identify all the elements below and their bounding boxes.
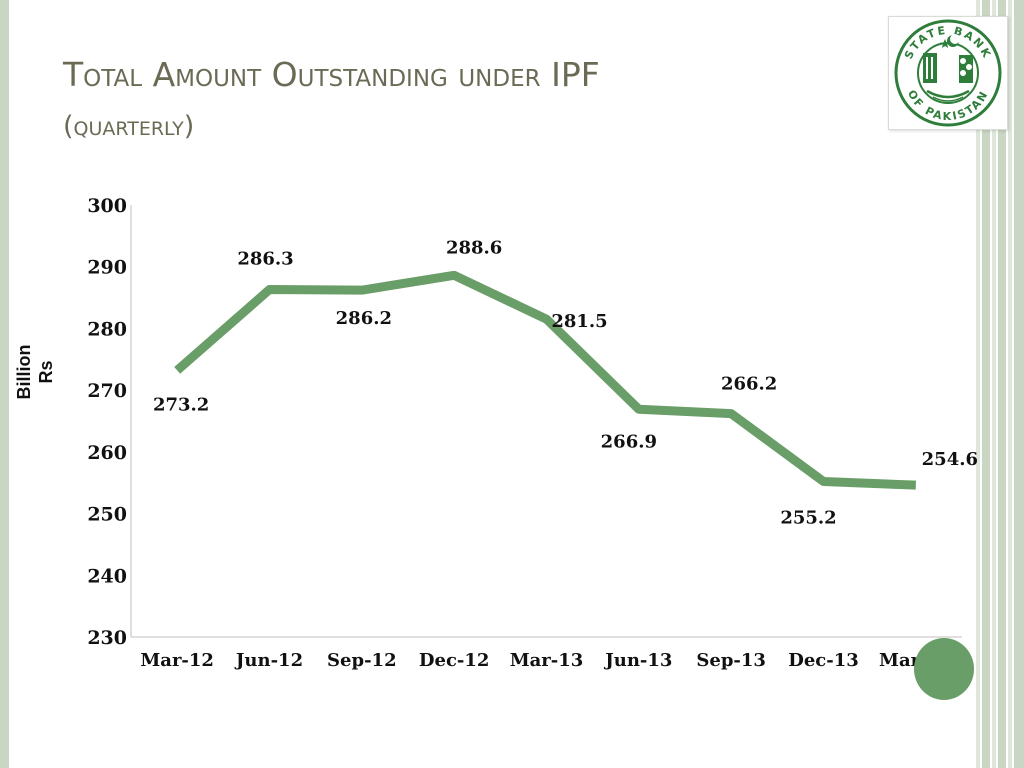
x-category-label: Sep-13	[696, 650, 766, 671]
y-tick-label: 280	[87, 318, 127, 340]
x-category-label: Mar-13	[510, 650, 584, 671]
y-tick-label: 260	[87, 442, 127, 464]
y-tick-label: 270	[87, 380, 127, 402]
data-label: 266.2	[721, 374, 777, 395]
left-accent-bar	[0, 0, 9, 768]
title-line-2: (quarterly)	[63, 111, 195, 142]
y-axis-label-line-2: Rs	[36, 360, 56, 383]
right-accent-stripe	[982, 0, 990, 768]
chart-axes	[130, 205, 962, 638]
data-label: 288.6	[446, 237, 502, 258]
data-label: 266.9	[601, 431, 657, 452]
data-label: 254.6	[922, 449, 978, 470]
data-label: 281.5	[551, 311, 607, 332]
decorative-circle	[914, 638, 974, 700]
x-category-label: Dec-13	[788, 650, 859, 671]
state-bank-logo: STATE BANK OF PAKISTAN	[888, 16, 1008, 130]
x-category-label: Mar-12	[140, 650, 214, 671]
right-accent-stripe	[1014, 0, 1024, 768]
logo-emblem-icon: STATE BANK OF PAKISTAN	[894, 19, 1002, 127]
data-label: 286.2	[336, 308, 392, 329]
data-labels: 273.2 286.3 286.2 288.6 281.5 266.9 266.2 255.2…	[153, 237, 978, 528]
slide-title: Total Amount Outstanding under IPF (quar…	[63, 58, 863, 140]
data-label: 273.2	[153, 394, 209, 415]
y-tick-label: 290	[87, 257, 127, 279]
title-line-1: Total Amount Outstanding under IPF	[63, 55, 600, 94]
right-accent-stripe	[992, 0, 996, 768]
y-tick-label: 250	[87, 504, 127, 526]
x-category-label: Jun-12	[234, 650, 303, 671]
right-accent-stripe	[998, 0, 1006, 768]
y-tick-label: 230	[87, 627, 127, 649]
y-tick-label: 240	[87, 565, 127, 587]
x-category-label: Jun-13	[603, 650, 672, 671]
right-accent-stripe	[976, 0, 980, 768]
data-label: 255.2	[780, 507, 836, 528]
series-group	[174, 270, 917, 490]
x-category-label: Sep-12	[327, 650, 397, 671]
x-category-label: Dec-12	[419, 650, 490, 671]
y-tick-label: 300	[87, 195, 127, 217]
right-accent-stripe	[1008, 0, 1012, 768]
x-axis-categories: Mar-12 Jun-12 Sep-12 Dec-12 Mar-13 Jun-13 Sep-…	[140, 650, 952, 671]
series-line	[174, 270, 917, 490]
data-label: 286.3	[237, 249, 293, 270]
y-axis-ticks: 230 240 250 260 270 280 290 300	[87, 195, 127, 649]
y-axis-label-line-1: Billion	[14, 345, 34, 400]
